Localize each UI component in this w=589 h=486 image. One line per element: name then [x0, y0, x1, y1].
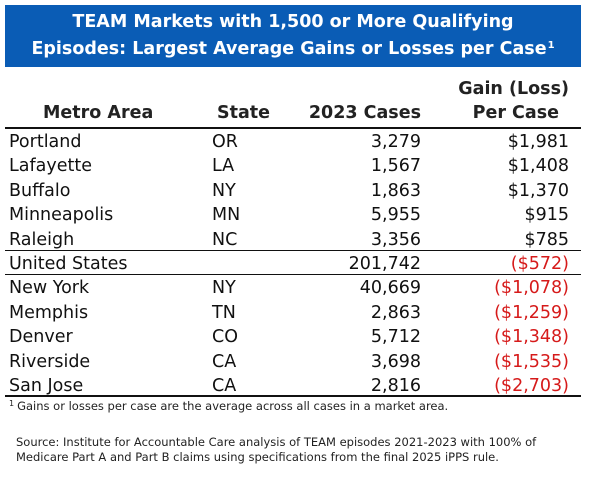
table-title: TEAM Markets with 1,500 or More Qualifyi…: [5, 5, 581, 67]
table-row: Denver CO 5,712 ($1,348): [5, 325, 581, 349]
header-metro-area: Metro Area: [43, 103, 154, 123]
cell-gain-loss: ($1,259): [494, 302, 569, 323]
cell-metro-area: Raleigh: [9, 229, 75, 250]
cell-state: CA: [212, 376, 237, 396]
title-line-2-text: Episodes: Largest Average Gains or Losse…: [31, 39, 547, 59]
cell-metro-area: New York: [9, 278, 90, 299]
cell-state: NC: [212, 229, 238, 250]
table-row: Buffalo NY 1,863 $1,370: [5, 179, 581, 203]
table-row: United States 201,742 ($572): [5, 252, 581, 276]
us-bottom-rule: [5, 274, 581, 275]
header-rule: [5, 127, 581, 129]
cell-2023-cases: 3,698: [370, 351, 421, 372]
cell-state: CO: [212, 327, 238, 348]
cell-gain-loss: $1,408: [507, 156, 569, 177]
cell-2023-cases: 2,816: [370, 376, 421, 396]
header-2023-cases: 2023 Cases: [308, 103, 421, 123]
footnote: 1 Gains or losses per case are the averag…: [9, 399, 448, 413]
cell-metro-area: Memphis: [9, 302, 89, 323]
footnote-text: Gains or losses per case are the average…: [17, 399, 449, 413]
cell-metro-area: Buffalo: [9, 180, 71, 201]
cell-gain-loss: ($1,078): [494, 278, 569, 299]
cell-gain-loss: ($1,348): [494, 327, 569, 348]
cell-2023-cases: 201,742: [348, 254, 421, 274]
table-row: New York NY 40,669 ($1,078): [5, 276, 581, 300]
cell-gain-loss: ($2,703): [494, 376, 569, 396]
table-row: Riverside CA 3,698 ($1,535): [5, 350, 581, 374]
table-bottom-rule: [5, 395, 581, 397]
cell-gain-loss: $915: [524, 205, 569, 226]
cell-state: NY: [212, 180, 236, 201]
cell-2023-cases: 2,863: [370, 302, 421, 323]
header-gain-loss-line-1: Gain (Loss): [458, 79, 569, 99]
cell-2023-cases: 3,279: [370, 132, 421, 152]
cell-state: MN: [212, 205, 241, 226]
cell-2023-cases: 1,863: [370, 180, 421, 201]
cell-state: NY: [212, 278, 236, 299]
cell-2023-cases: 5,712: [370, 327, 421, 348]
table-row: Raleigh NC 3,356 $785: [5, 228, 581, 252]
table-header: Metro Area State 2023 Cases Gain (Loss) …: [5, 75, 581, 127]
table-row: Portland OR 3,279 $1,981: [5, 130, 581, 154]
cell-gain-loss: $1,981: [507, 132, 569, 152]
cell-gain-loss: $1,370: [507, 180, 569, 201]
cell-2023-cases: 1,567: [370, 156, 421, 177]
title-footnote-marker: 1: [547, 40, 555, 51]
cell-state: TN: [212, 302, 236, 323]
title-line-1: TEAM Markets with 1,500 or More Qualifyi…: [72, 12, 514, 32]
cell-metro-area: San Jose: [9, 376, 84, 396]
table-row: Lafayette LA 1,567 $1,408: [5, 154, 581, 178]
footnote-marker: 1: [9, 399, 15, 408]
table-row: Minneapolis MN 5,955 $915: [5, 203, 581, 227]
cell-metro-area: Riverside: [9, 351, 91, 372]
cell-metro-area: Minneapolis: [9, 205, 114, 226]
cell-metro-area: Portland: [9, 132, 82, 152]
cell-2023-cases: 5,955: [370, 205, 421, 226]
title-line-2: Episodes: Largest Average Gains or Losse…: [5, 36, 581, 65]
cell-gain-loss: ($1,535): [494, 351, 569, 372]
cell-2023-cases: 3,356: [370, 229, 421, 250]
cell-state: OR: [212, 132, 238, 152]
cell-gain-loss: $785: [524, 229, 569, 250]
cell-metro-area: United States: [9, 254, 128, 274]
us-top-rule: [5, 250, 581, 251]
cell-state: LA: [212, 156, 235, 177]
source-note: Source: Institute for Accountable Care a…: [16, 435, 537, 464]
header-gain-loss-line-2: Per Case: [472, 103, 559, 123]
table-row: Memphis TN 2,863 ($1,259): [5, 301, 581, 325]
cell-gain-loss: ($572): [510, 254, 569, 274]
table-row: San Jose CA 2,816 ($2,703): [5, 374, 581, 398]
cell-metro-area: Lafayette: [9, 156, 92, 177]
cell-metro-area: Denver: [9, 327, 73, 348]
cell-2023-cases: 40,669: [359, 278, 421, 299]
header-state: State: [217, 103, 271, 123]
cell-state: CA: [212, 351, 237, 372]
